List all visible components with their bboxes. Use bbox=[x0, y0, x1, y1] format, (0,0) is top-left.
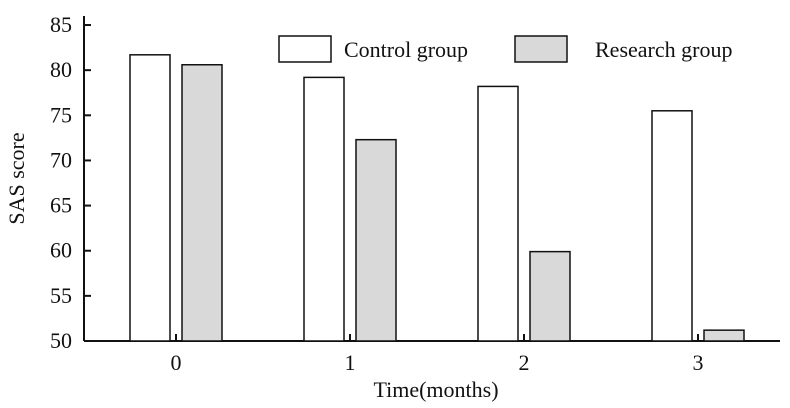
x-tick-label: 3 bbox=[693, 350, 704, 375]
legend-swatch-research-group bbox=[514, 35, 568, 63]
bar-research-group-3 bbox=[703, 329, 745, 342]
legend: Control group Research group bbox=[278, 35, 732, 63]
y-tick-label: 55 bbox=[50, 283, 72, 308]
bar-control-group-1 bbox=[303, 76, 345, 342]
y-axis: 50 55 60 65 70 75 80 85 bbox=[50, 12, 91, 353]
legend-swatch-control-group bbox=[278, 35, 332, 63]
bar-research-group-0 bbox=[181, 64, 223, 342]
y-tick-label: 70 bbox=[50, 147, 72, 172]
y-tick-label: 60 bbox=[50, 238, 72, 263]
y-tick-label: 85 bbox=[50, 12, 72, 37]
y-tick-label: 75 bbox=[50, 102, 72, 127]
x-ticks: 0 1 2 3 bbox=[171, 334, 704, 375]
legend-label-control-group: Control group bbox=[344, 37, 468, 62]
bar-control-group-0 bbox=[129, 54, 171, 342]
x-axis-title: Time(months) bbox=[373, 377, 498, 402]
bar-research-group-2 bbox=[529, 250, 571, 342]
bars bbox=[129, 54, 745, 342]
legend-label-research-group: Research group bbox=[595, 37, 732, 62]
x-tick-label: 0 bbox=[171, 350, 182, 375]
x-tick-label: 1 bbox=[345, 350, 356, 375]
y-axis-title: SAS score bbox=[4, 132, 29, 224]
y-tick-label: 65 bbox=[50, 193, 72, 218]
x-tick-label: 2 bbox=[519, 350, 530, 375]
y-tick-label: 50 bbox=[50, 328, 72, 353]
y-ticks: 50 55 60 65 70 75 80 85 bbox=[50, 12, 91, 353]
bar-research-group-1 bbox=[355, 138, 397, 342]
y-tick-label: 80 bbox=[50, 57, 72, 82]
bar-control-group-2 bbox=[477, 85, 519, 342]
bar-control-group-3 bbox=[651, 110, 693, 342]
